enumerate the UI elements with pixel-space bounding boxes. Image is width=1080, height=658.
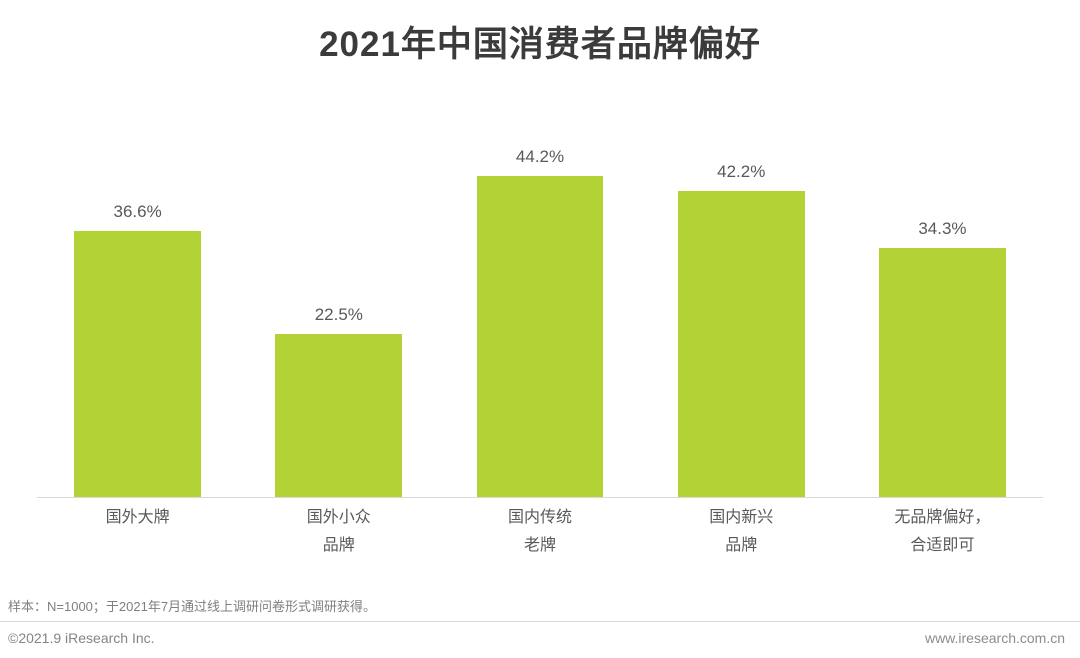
bar-slot: 44.2% [439,132,640,497]
bar-value-label: 22.5% [314,305,363,324]
website-link[interactable]: www.iresearch.com.cn [924,630,1065,646]
bar-value-label: 34.3% [918,219,967,238]
category-axis: 国外大牌 国外小众 品牌 国内传统 老牌 国内新兴 品牌 无品牌偏好， 合适即可 [37,504,1043,560]
category-label-line: 品牌 [725,537,758,554]
category-label: 国外小众 品牌 [238,504,439,560]
bar-slot: 36.6% [37,132,238,497]
bar-slot: 22.5% [238,132,439,497]
bar-slot: 34.3% [842,132,1043,497]
category-label-line: 国内新兴 [709,509,774,526]
category-label-line: 国外小众 [306,509,371,526]
category-label-line: 国内传统 [508,509,573,526]
bar [476,176,604,497]
category-label-line: 无品牌偏好， [894,509,991,526]
chart-title: 2021年中国消费者品牌偏好 [319,25,761,64]
category-label-line: 老牌 [524,537,557,554]
category-label: 国内新兴 品牌 [641,504,842,560]
category-label-line: 品牌 [322,537,355,554]
bar-value-label: 44.2% [515,147,565,166]
category-label-line: 合适即可 [910,537,975,554]
footer-bar: ©2021.9 iResearch Inc. www.iresearch.com… [8,630,1065,646]
footer-divider [0,621,1080,622]
category-label: 国内传统 老牌 [439,504,640,560]
category-label: 国外大牌 [37,504,238,560]
bar [677,191,805,497]
sample-note: 样本：N=1000；于2021年7月通过线上调研问卷形式调研获得。 [8,599,377,614]
copyright-text: ©2021.9 iResearch Inc. [8,630,155,646]
bar-value-label: 42.2% [717,162,766,181]
bar-slot: 42.2% [641,132,842,497]
category-label: 无品牌偏好， 合适即可 [842,504,1043,560]
bar [879,248,1006,497]
bar [74,231,201,497]
category-label-line: 国外大牌 [105,509,170,526]
bar [275,334,403,497]
bar-chart-plot: 36.6% 22.5% 44.2% 42.2% 34.3% [37,132,1043,498]
bar-value-label: 36.6% [113,202,162,221]
